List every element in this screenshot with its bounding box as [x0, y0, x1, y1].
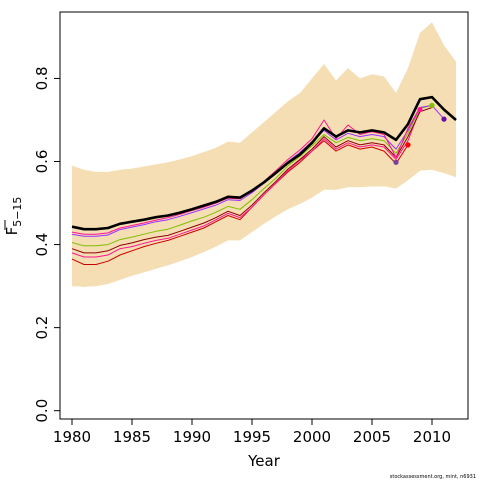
x-axis-title: Year [247, 452, 281, 470]
x-tick-label-1985: 1985 [113, 428, 151, 446]
endpoint-2009 [417, 107, 423, 113]
y-axis-title-subscript: 5−15 [11, 197, 24, 227]
plot-frame [59, 11, 469, 420]
x-tick-label-2010: 2010 [413, 428, 451, 446]
confidence-band [72, 22, 456, 287]
y-tick-label-4: 0.8 [33, 66, 51, 90]
y-tick-label-1: 0.2 [33, 316, 51, 340]
endpoint-2007 [393, 159, 399, 165]
endpoint-2010 [429, 102, 435, 108]
series-line-main [71, 95, 457, 231]
series-line-4 [71, 104, 433, 247]
x-tick-label-1980: 1980 [53, 428, 91, 446]
x-axis: 1980 1985 1990 1995 2000 2005 2010 [53, 419, 451, 446]
x-tick-label-1995: 1995 [233, 428, 271, 446]
confidence-band-layer [72, 22, 456, 287]
y-axis-title-group: F5−15 [3, 197, 24, 236]
y-tick-label-2: 0.4 [33, 233, 51, 257]
svg-text:F5−15: F5−15 [3, 197, 24, 236]
series-layer [71, 95, 457, 265]
y-axis: 0.0 0.2 0.4 0.6 0.8 [33, 66, 60, 423]
y-tick-label-0: 0.0 [33, 399, 51, 423]
endpoint-layer [393, 102, 447, 165]
series-line-2 [71, 109, 421, 258]
y-tick-label-3: 0.6 [33, 150, 51, 174]
x-tick-label-2000: 2000 [293, 428, 331, 446]
endpoint-2008 [405, 142, 411, 148]
y-axis-title: F [3, 227, 21, 236]
credit-text: stockassessment.org, mint, n6931 [390, 474, 476, 480]
x-tick-label-1990: 1990 [173, 428, 211, 446]
series-line-3 [71, 107, 433, 254]
series-line-1 [71, 140, 409, 265]
endpoint-2011 [441, 116, 447, 122]
x-tick-label-2005: 2005 [353, 428, 391, 446]
